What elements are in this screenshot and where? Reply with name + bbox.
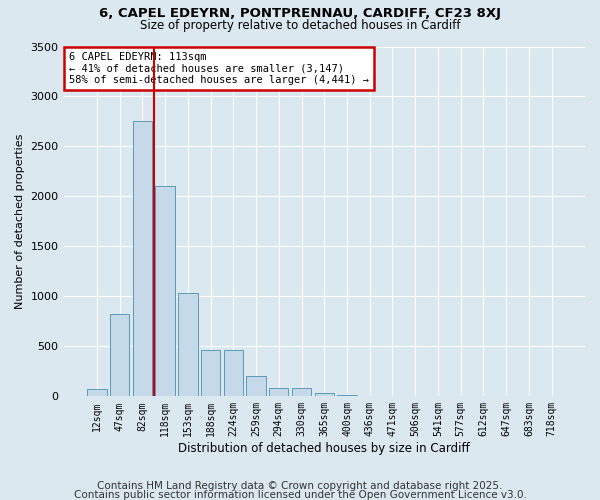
Bar <box>155 186 175 396</box>
Text: 6 CAPEL EDEYRN: 113sqm
← 41% of detached houses are smaller (3,147)
58% of semi-: 6 CAPEL EDEYRN: 113sqm ← 41% of detached… <box>69 52 369 85</box>
Bar <box>224 350 243 397</box>
Bar <box>133 122 152 396</box>
Bar <box>178 294 197 397</box>
Bar <box>314 394 334 396</box>
Text: Contains public sector information licensed under the Open Government Licence v3: Contains public sector information licen… <box>74 490 526 500</box>
Text: 6, CAPEL EDEYRN, PONTPRENNAU, CARDIFF, CF23 8XJ: 6, CAPEL EDEYRN, PONTPRENNAU, CARDIFF, C… <box>99 8 501 20</box>
X-axis label: Distribution of detached houses by size in Cardiff: Distribution of detached houses by size … <box>178 442 470 455</box>
Bar <box>201 350 220 397</box>
Y-axis label: Number of detached properties: Number of detached properties <box>15 134 25 309</box>
Bar <box>269 388 289 396</box>
Text: Size of property relative to detached houses in Cardiff: Size of property relative to detached ho… <box>140 19 460 32</box>
Bar <box>110 314 130 396</box>
Bar <box>292 388 311 396</box>
Text: Contains HM Land Registry data © Crown copyright and database right 2025.: Contains HM Land Registry data © Crown c… <box>97 481 503 491</box>
Bar <box>247 376 266 396</box>
Bar <box>87 389 107 396</box>
